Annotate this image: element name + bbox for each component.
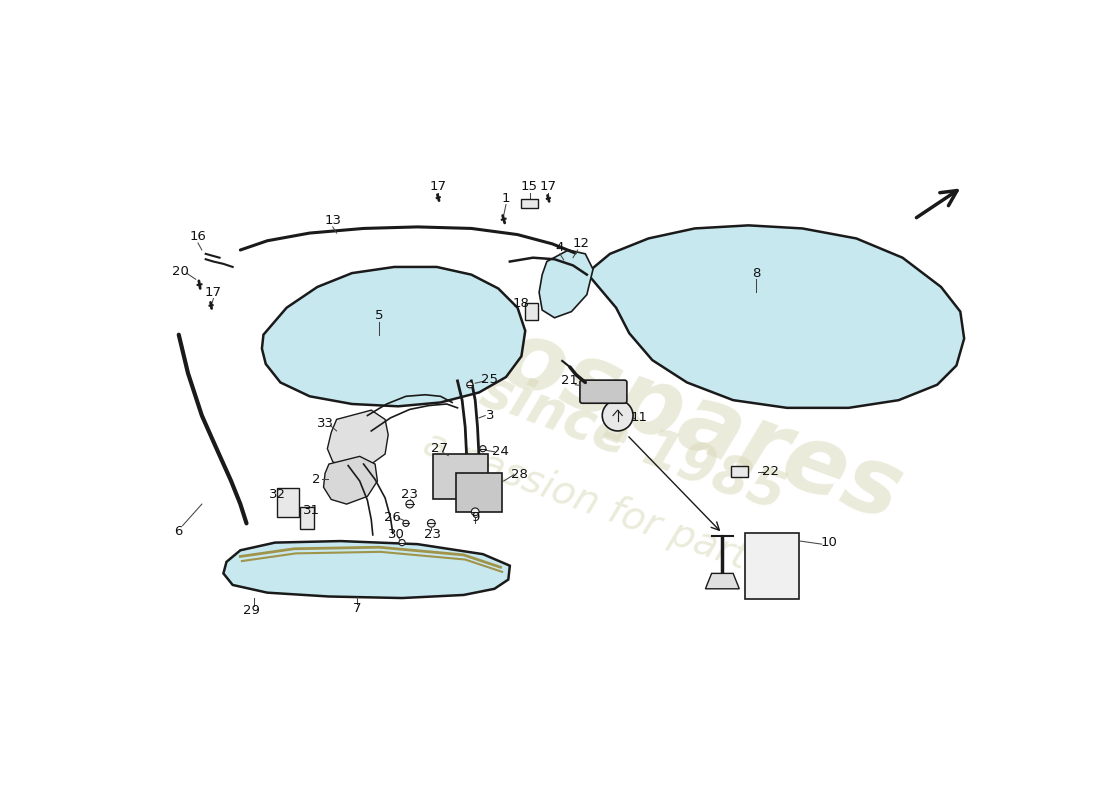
Text: 32: 32 xyxy=(268,488,286,502)
Text: 5: 5 xyxy=(375,309,383,322)
Text: 20: 20 xyxy=(172,265,189,278)
Text: 15: 15 xyxy=(520,180,538,194)
Text: 6: 6 xyxy=(175,525,183,538)
Polygon shape xyxy=(705,574,739,589)
Text: 16: 16 xyxy=(189,230,207,243)
Circle shape xyxy=(403,520,409,526)
Text: 33: 33 xyxy=(317,417,333,430)
Text: 22: 22 xyxy=(761,466,779,478)
Text: 10: 10 xyxy=(821,536,838,549)
Circle shape xyxy=(480,446,486,452)
Text: 27: 27 xyxy=(430,442,448,455)
Polygon shape xyxy=(262,267,526,406)
Text: since 1985: since 1985 xyxy=(474,363,792,522)
Text: 29: 29 xyxy=(243,604,261,617)
Text: 24: 24 xyxy=(492,446,509,458)
Text: 4: 4 xyxy=(556,241,564,254)
FancyBboxPatch shape xyxy=(580,380,627,403)
Text: 7: 7 xyxy=(353,602,362,614)
Circle shape xyxy=(406,500,414,508)
Bar xyxy=(521,199,538,209)
Text: 2: 2 xyxy=(311,473,320,486)
Bar xyxy=(277,488,299,517)
Text: a passion for parts: a passion for parts xyxy=(418,424,771,584)
Text: 12: 12 xyxy=(572,238,590,250)
Text: 9: 9 xyxy=(471,511,480,525)
Text: 26: 26 xyxy=(384,511,402,525)
Polygon shape xyxy=(323,456,377,504)
Text: 17: 17 xyxy=(540,180,557,194)
Bar xyxy=(300,507,315,529)
Circle shape xyxy=(399,539,405,546)
Text: 23: 23 xyxy=(402,488,418,502)
Circle shape xyxy=(471,508,480,516)
Text: 28: 28 xyxy=(510,468,528,482)
Bar xyxy=(730,466,748,477)
Bar xyxy=(455,474,502,512)
Text: 25: 25 xyxy=(481,373,497,386)
Text: 3: 3 xyxy=(486,409,495,422)
Circle shape xyxy=(466,382,473,388)
Bar xyxy=(433,454,488,498)
Bar xyxy=(745,534,799,599)
Text: 13: 13 xyxy=(324,214,341,227)
Text: eurospares: eurospares xyxy=(321,251,914,542)
Polygon shape xyxy=(539,250,593,318)
Polygon shape xyxy=(587,226,964,408)
Text: 11: 11 xyxy=(630,411,648,424)
Polygon shape xyxy=(328,410,388,467)
Polygon shape xyxy=(223,541,510,598)
Text: 8: 8 xyxy=(752,266,760,280)
Text: 21: 21 xyxy=(561,374,578,387)
Text: 31: 31 xyxy=(302,504,320,517)
Text: 17: 17 xyxy=(430,180,447,194)
Text: 30: 30 xyxy=(388,529,405,542)
Text: 18: 18 xyxy=(513,298,529,310)
Circle shape xyxy=(428,519,436,527)
Bar xyxy=(526,303,538,320)
Text: 23: 23 xyxy=(425,529,441,542)
Circle shape xyxy=(603,400,634,431)
Text: 17: 17 xyxy=(205,286,222,299)
Text: 1: 1 xyxy=(502,192,510,205)
